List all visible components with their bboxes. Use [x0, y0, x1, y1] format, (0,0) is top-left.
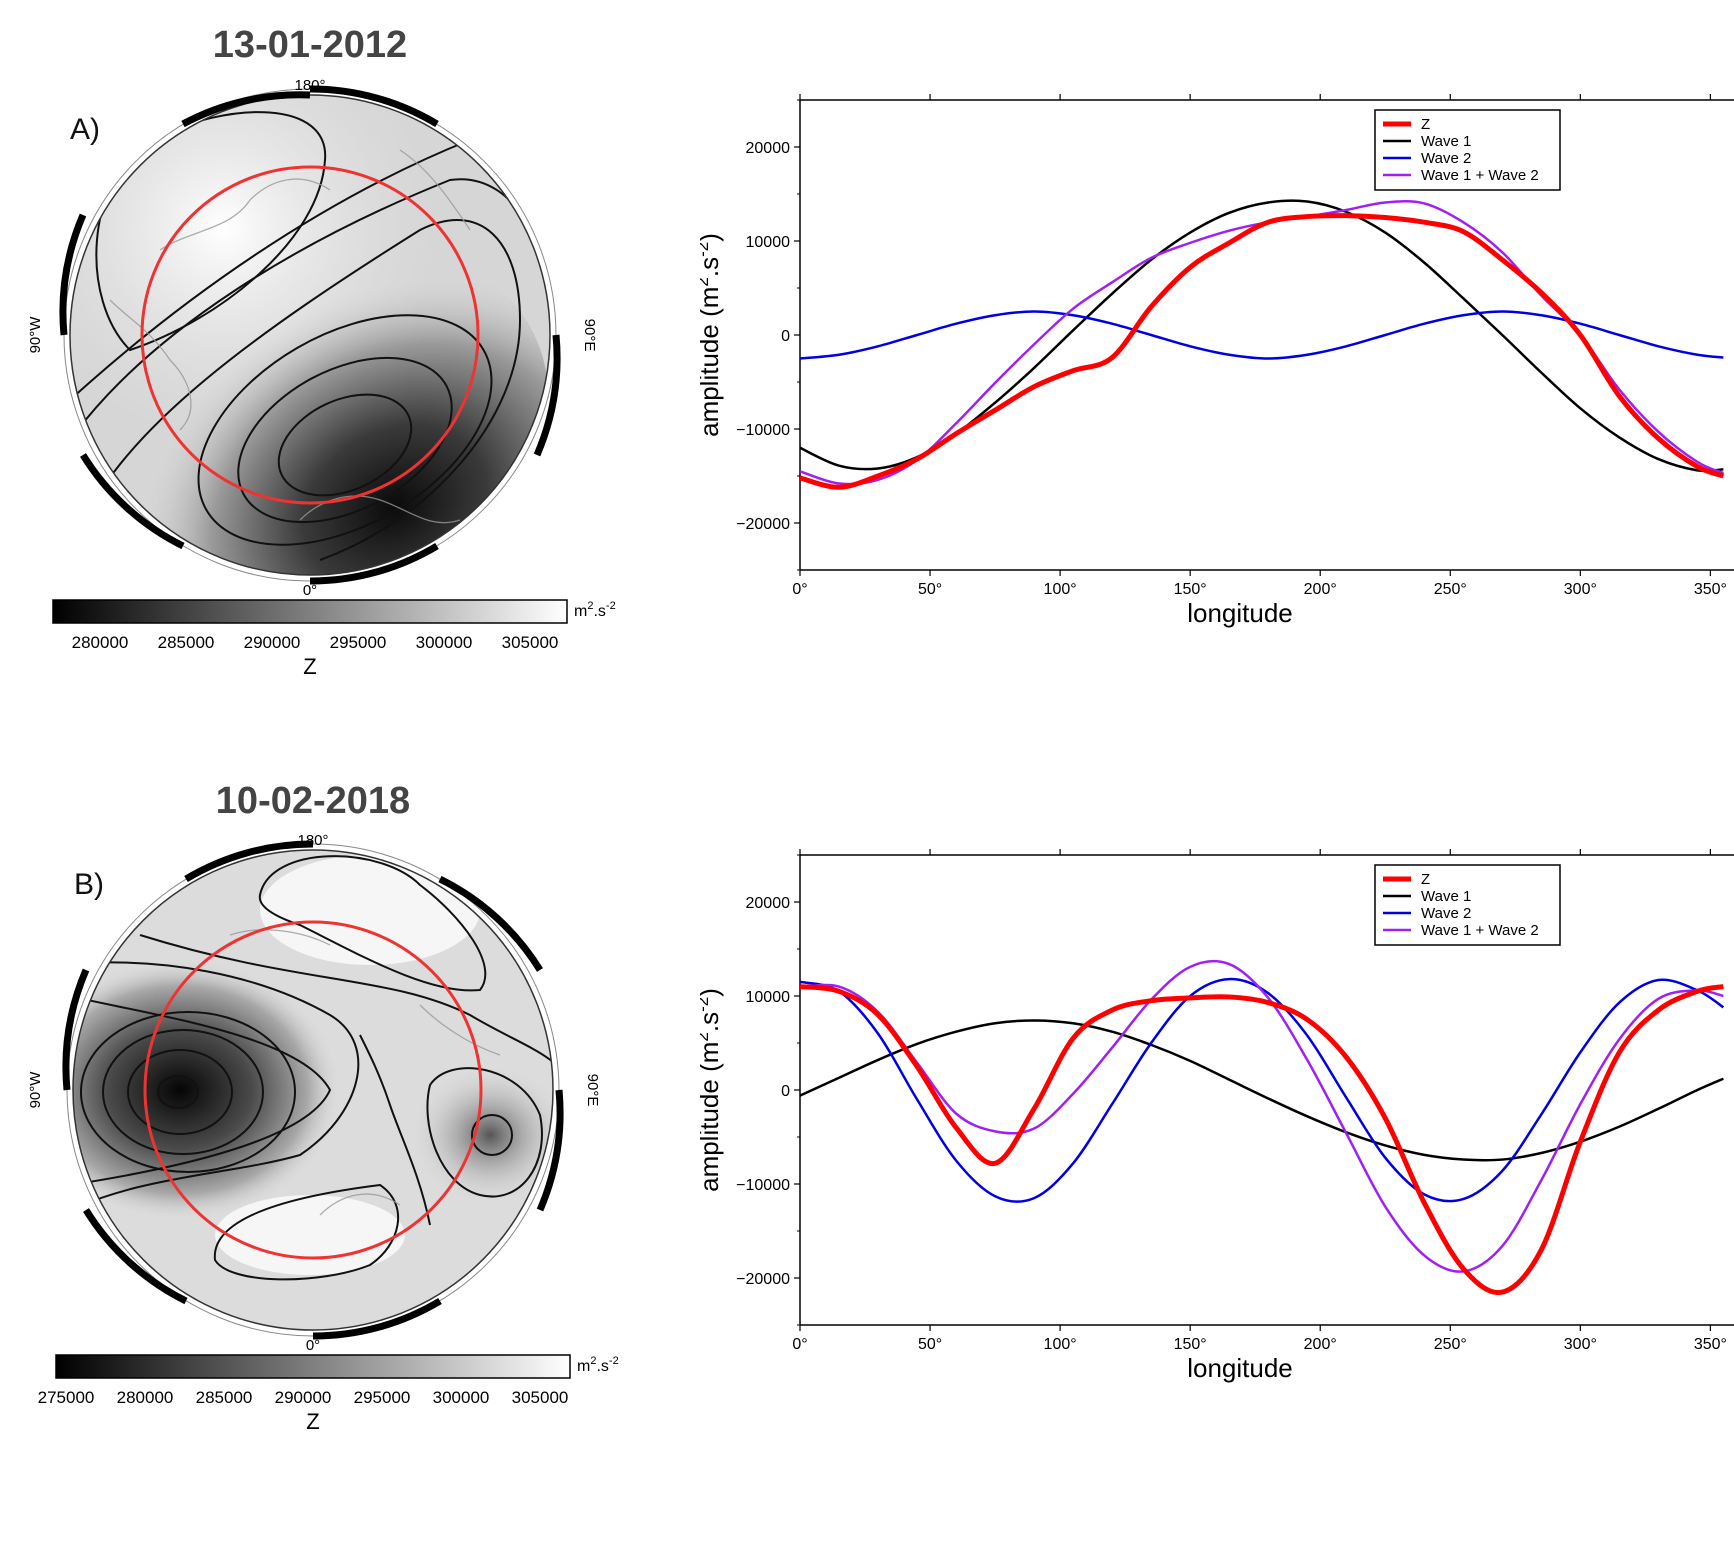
- x-tick-label: 0°: [792, 1336, 807, 1353]
- wave-chart-b: 0° 50° 100° 150° 200° 250° 300° 350° −20000 −1000…: [700, 849, 1734, 1383]
- series-line-wave2: [800, 310, 1724, 360]
- polar-cap-circle-b: [143, 920, 483, 1260]
- coastlines: [109, 149, 471, 524]
- y-tick-label: 0: [781, 328, 790, 345]
- map-frame: [72, 849, 554, 1331]
- series-line-z: [800, 984, 1724, 1296]
- lon-label-left: 90°W: [27, 1071, 44, 1109]
- colorbar-tick: 285000: [158, 633, 215, 652]
- y-tick-label: 20000: [746, 140, 791, 157]
- colorbar-tick: 300000: [416, 633, 473, 652]
- colorbar-ticks-b: 275000 280000 285000 290000 295000 30000…: [38, 1388, 569, 1407]
- polar-cap-circle-a: [140, 165, 480, 505]
- x-tick-label: 50°: [918, 1336, 942, 1353]
- colorbar-tick: 295000: [330, 633, 387, 652]
- legend-label: Wave 2: [1421, 905, 1471, 922]
- colorbar-unit-b: m2.s-2: [577, 1355, 619, 1375]
- y-tick-label: −20000: [736, 1271, 790, 1288]
- map-rim-ticks: [62, 840, 564, 1340]
- map-rim-ticks: [59, 85, 561, 585]
- y-tick-label: −20000: [736, 516, 790, 533]
- legend-label: Z: [1421, 116, 1430, 133]
- x-tick-label: 0°: [792, 581, 807, 598]
- polar-map-a: 180° 0° 90°W 90°E m2.s-2 280000 285000 2…: [27, 77, 616, 679]
- colorbar-label-a: Z: [303, 654, 316, 679]
- colorbar-a: [52, 599, 568, 624]
- x-axis-label: longitude: [1187, 1353, 1293, 1383]
- y-axis-label: amplitude (m2.s-2): [700, 988, 724, 1192]
- panel-a-letter: A): [70, 113, 100, 146]
- lon-label-top: 180°: [297, 832, 328, 849]
- series-line-wave1: [800, 199, 1724, 473]
- colorbar-tick: 305000: [502, 633, 559, 652]
- colorbar-tick: 300000: [433, 1388, 490, 1407]
- y-tick-label: −10000: [736, 1177, 790, 1194]
- x-tick-label: 150°: [1174, 581, 1207, 598]
- panel-a-title: 13-01-2012: [212, 24, 408, 66]
- legend-label: Wave 2: [1421, 150, 1471, 167]
- x-tick-label: 350°: [1694, 581, 1727, 598]
- x-tick-label: 300°: [1564, 1336, 1597, 1353]
- x-tick-label: 200°: [1304, 1336, 1337, 1353]
- x-tick-label: 150°: [1174, 1336, 1207, 1353]
- legend-label: Wave 1: [1421, 888, 1471, 905]
- x-tick-label: 350°: [1694, 1336, 1727, 1353]
- y-tick-label: 10000: [746, 234, 791, 251]
- colorbar-unit-a: m2.s-2: [574, 600, 616, 620]
- y-tick-label: 0: [781, 1083, 790, 1100]
- series-line-wave1: [800, 1019, 1724, 1162]
- colorbar-tick: 290000: [244, 633, 301, 652]
- contour-lines: [73, 855, 553, 1281]
- colorbar-tick: 290000: [275, 1388, 332, 1407]
- legend-label: Wave 1 + Wave 2: [1421, 167, 1539, 184]
- legend-label: Wave 1 + Wave 2: [1421, 922, 1539, 939]
- y-tick-label: −10000: [736, 422, 790, 439]
- lon-label-right: 90°E: [581, 319, 598, 352]
- polar-map-b: 180° 0° 90°W 90°E m2.s-2 275000 280000 2…: [27, 832, 619, 1434]
- legend-label: Z: [1421, 871, 1430, 888]
- lon-label-bottom: 0°: [303, 582, 317, 599]
- x-tick-label: 300°: [1564, 581, 1597, 598]
- colorbar-tick: 280000: [117, 1388, 174, 1407]
- y-tick-label: 10000: [746, 989, 791, 1006]
- y-axis-label: amplitude (m2.s-2): [700, 233, 724, 437]
- colorbar-tick: 280000: [72, 633, 129, 652]
- wave-chart-a: 0° 50° 100° 150° 200° 250° 300° 350° −20000 −1000…: [700, 94, 1734, 628]
- x-tick-label: 250°: [1434, 581, 1467, 598]
- colorbar-tick: 285000: [196, 1388, 253, 1407]
- x-tick-label: 250°: [1434, 1336, 1467, 1353]
- coastlines: [229, 929, 501, 1216]
- panel-b-letter: B): [74, 868, 104, 901]
- x-tick-label: 200°: [1304, 581, 1337, 598]
- colorbar-tick: 305000: [512, 1388, 569, 1407]
- series-group: [800, 959, 1725, 1296]
- lon-label-right: 90°E: [584, 1074, 601, 1107]
- series-line-wave2: [800, 977, 1725, 1203]
- panel-b-title: 10-02-2018: [215, 780, 411, 822]
- legend-label: Wave 1: [1421, 133, 1471, 150]
- colorbar-tick: 275000: [38, 1388, 95, 1407]
- contour-lines: [70, 111, 550, 561]
- colorbar-tick: 295000: [354, 1388, 411, 1407]
- lon-label-left: 90°W: [27, 316, 44, 354]
- x-tick-label: 100°: [1044, 1336, 1077, 1353]
- colorbar-label-b: Z: [306, 1409, 319, 1434]
- colorbar-ticks-a: 280000 285000 290000 295000 300000 30500…: [72, 633, 559, 652]
- series-group: [800, 199, 1725, 490]
- y-tick-label: 20000: [746, 895, 791, 912]
- x-tick-label: 100°: [1044, 581, 1077, 598]
- lon-label-bottom: 0°: [306, 1337, 320, 1354]
- x-axis-label: longitude: [1187, 598, 1293, 628]
- lon-label-top: 180°: [294, 77, 325, 94]
- colorbar-b: [55, 1354, 571, 1379]
- series-line-wave12: [800, 959, 1724, 1273]
- series-line-z: [800, 213, 1725, 490]
- x-tick-label: 50°: [918, 581, 942, 598]
